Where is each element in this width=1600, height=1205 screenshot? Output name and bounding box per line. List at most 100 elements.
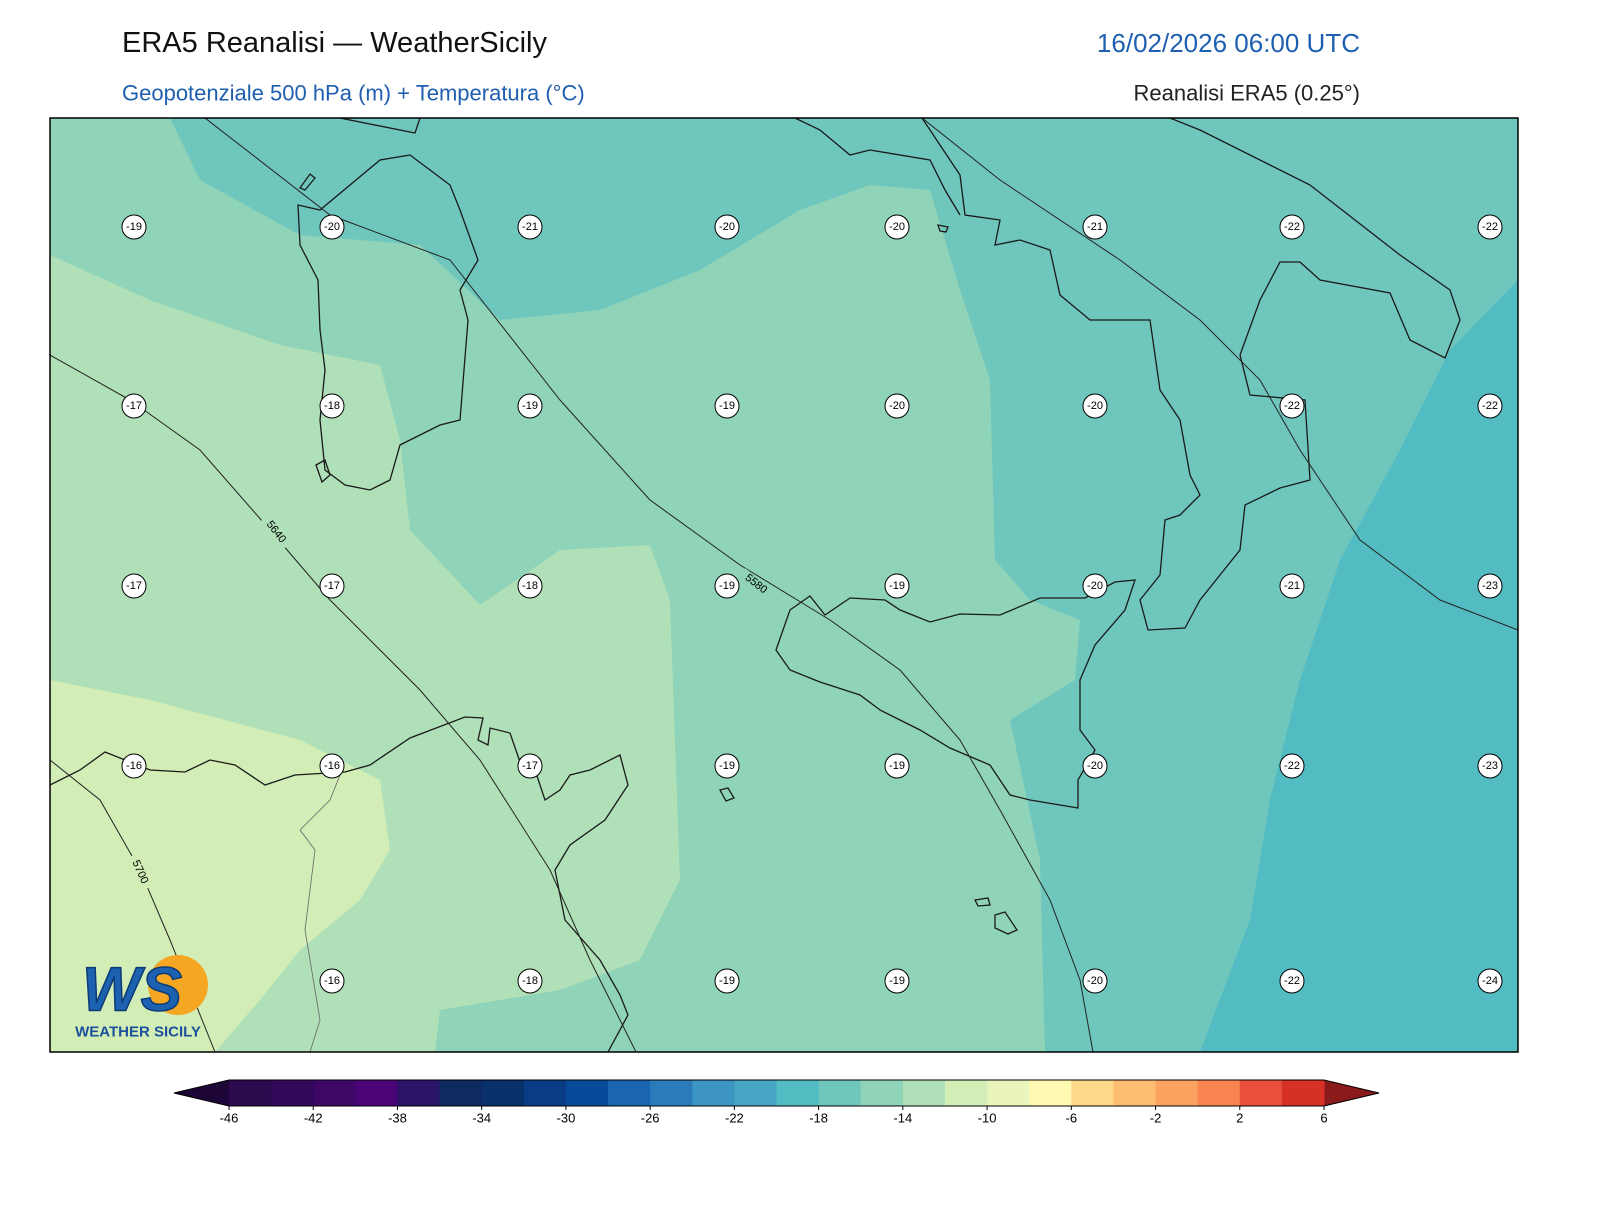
label-marker — [1477, 968, 1503, 994]
colorbar-segment — [397, 1080, 441, 1106]
temperature-label: -19 — [889, 580, 905, 592]
label-marker — [517, 968, 543, 994]
temperature-label: -20 — [324, 221, 340, 233]
temperature-label: -17 — [324, 580, 340, 592]
temperature-label: -23 — [1482, 580, 1498, 592]
temperature-label: -20 — [719, 221, 735, 233]
colorbar-tick-label: -10 — [978, 1111, 997, 1126]
temperature-label: -17 — [522, 760, 538, 772]
label-marker — [1477, 393, 1503, 419]
colorbar-tick-label: -26 — [641, 1111, 660, 1126]
temperature-label: -20 — [1087, 760, 1103, 772]
temperature-label: -19 — [719, 975, 735, 987]
label-marker — [884, 968, 910, 994]
temperature-label: -19 — [719, 580, 735, 592]
temperature-label: -16 — [324, 975, 340, 987]
subtitle: Geopotenziale 500 hPa (m) + Temperatura … — [122, 81, 585, 106]
label-marker — [714, 393, 740, 419]
colorbar-segment — [1113, 1080, 1157, 1106]
temperature-label: -22 — [1482, 400, 1498, 412]
temperature-label: -19 — [889, 760, 905, 772]
coastline — [921, 118, 1461, 631]
logo-mark: WS — [82, 956, 182, 1025]
source: Reanalisi ERA5 (0.25°) — [1134, 81, 1360, 106]
coastline — [794, 118, 961, 216]
colorbar-tick-label: -46 — [220, 1111, 239, 1126]
temperature-label: -23 — [1482, 760, 1498, 772]
logo-text: WEATHER SICILY — [75, 1024, 201, 1041]
colorbar-segment — [355, 1080, 398, 1106]
colorbar-segment — [944, 1080, 988, 1106]
label-marker — [1477, 573, 1503, 599]
temperature-label: -20 — [1087, 975, 1103, 987]
temperature-label: -20 — [1087, 400, 1103, 412]
colorbar-tick-label: -18 — [809, 1111, 828, 1126]
colorbar-segment — [1071, 1080, 1114, 1106]
label-marker — [1477, 214, 1503, 240]
colorbar-tick-label: -14 — [893, 1111, 912, 1126]
temperature-label: -18 — [522, 580, 538, 592]
label-marker — [319, 214, 345, 240]
colorbar-segment — [1029, 1080, 1072, 1106]
temperature-label: -20 — [1087, 580, 1103, 592]
label-marker — [1082, 573, 1108, 599]
colorbar-segment — [902, 1080, 946, 1106]
colorbar-segment — [229, 1080, 272, 1106]
label-marker — [714, 214, 740, 240]
label-marker — [714, 573, 740, 599]
colorbar-segment — [1197, 1080, 1241, 1106]
colorbar-segment — [860, 1080, 904, 1106]
temperature-label: -19 — [889, 975, 905, 987]
label-marker — [714, 968, 740, 994]
label-marker — [121, 214, 147, 240]
colorbar-tick-label: -38 — [388, 1111, 407, 1126]
label-marker — [1082, 214, 1108, 240]
contour-line — [204, 118, 1094, 1052]
temperature-labels: -19 -20 -21 -20 -20 -21 -22 -22 -17 -18 -19 -19 -20 -… — [121, 214, 1503, 994]
label-marker — [319, 393, 345, 419]
label-marker — [121, 753, 147, 779]
colorbar-tick-label: 6 — [1320, 1111, 1327, 1126]
colorbar-segment — [650, 1080, 693, 1106]
colorbar-segment — [1155, 1080, 1199, 1106]
temperature-label: -19 — [719, 760, 735, 772]
label-marker — [517, 214, 543, 240]
temperature-label: -19 — [522, 400, 538, 412]
datetime: 16/02/2026 06:00 UTC — [1097, 28, 1360, 58]
colorbar-segment — [271, 1080, 314, 1106]
temperature-label: -21 — [1284, 580, 1300, 592]
map: 5640 5580 5700 -19 -20 -21 -20 -20 -21 -22 -22-… — [50, 118, 1518, 1052]
label-marker — [884, 214, 910, 240]
label-marker — [714, 753, 740, 779]
temperature-label: -16 — [126, 760, 142, 772]
colorbar-segment — [987, 1080, 1030, 1106]
temperature-label: -21 — [1087, 221, 1103, 233]
label-marker — [319, 753, 345, 779]
colorbar-segment — [776, 1080, 820, 1106]
colorbar-tick-label: -2 — [1150, 1111, 1162, 1126]
temperature-label: -22 — [1284, 221, 1300, 233]
label-marker — [1279, 214, 1305, 240]
temperature-label: -22 — [1284, 975, 1300, 987]
label-marker — [1082, 393, 1108, 419]
colorbar-segment — [439, 1080, 483, 1106]
colorbar-segment — [692, 1080, 735, 1106]
label-marker — [884, 393, 910, 419]
temperature-label: -19 — [126, 221, 142, 233]
coastline — [298, 118, 1018, 935]
colorbar-extend — [1324, 1080, 1379, 1106]
colorbar-segment — [818, 1080, 862, 1106]
colorbar-segment — [313, 1080, 356, 1106]
map-frame — [49, 117, 1519, 1053]
colorbar-tick-label: -30 — [557, 1111, 576, 1126]
colorbar-segment — [734, 1080, 777, 1106]
coastline — [775, 579, 1136, 809]
label-marker — [1082, 753, 1108, 779]
label-marker — [319, 573, 345, 599]
colorbar-segment — [565, 1080, 609, 1106]
colorbar-tick-label: -22 — [725, 1111, 744, 1126]
label-marker — [884, 573, 910, 599]
temperature-label: -16 — [324, 760, 340, 772]
label-marker — [1477, 753, 1503, 779]
